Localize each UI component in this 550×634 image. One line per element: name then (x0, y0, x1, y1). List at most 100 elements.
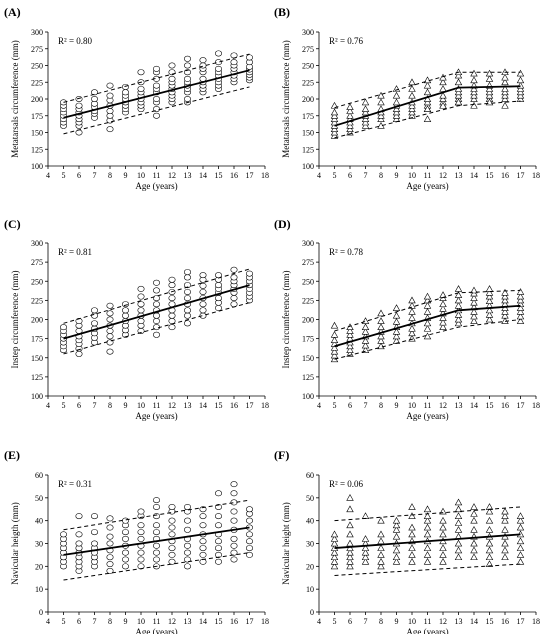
y-axis-title: Instep circumference (mm) (10, 271, 20, 369)
data-point (392, 521, 401, 529)
data-point (346, 521, 354, 529)
data-point (106, 108, 114, 115)
x-tick-label: 17 (517, 617, 525, 626)
x-tick-label: 12 (168, 617, 176, 626)
data-point (346, 121, 354, 129)
data-point (122, 312, 130, 319)
data-points (330, 285, 525, 363)
data-point (501, 78, 509, 86)
x-tick-label: 6 (77, 401, 81, 410)
data-point (392, 85, 401, 92)
data-point (392, 557, 401, 565)
data-point (215, 59, 223, 66)
x-tick-label: 9 (395, 401, 399, 410)
x-tick-label: 9 (395, 617, 399, 626)
data-point (392, 317, 401, 325)
data-point (408, 324, 416, 332)
x-tick-label: 4 (46, 401, 50, 410)
data-point (516, 292, 525, 300)
x-tick-label: 5 (62, 617, 66, 626)
data-point (153, 522, 161, 529)
data-point (75, 540, 83, 547)
data-point (423, 105, 432, 112)
data-point (361, 337, 370, 344)
data-point (423, 95, 432, 102)
data-point (485, 88, 494, 96)
x-tick-label: 10 (137, 171, 145, 180)
data-point (485, 285, 494, 292)
data-point (246, 517, 254, 524)
y-tick-label: 125 (31, 373, 43, 382)
x-tick-label: 4 (317, 617, 321, 626)
data-point (91, 89, 99, 96)
data-point (423, 557, 432, 565)
upper-bound-line (334, 506, 521, 522)
x-tick-label: 8 (379, 171, 383, 180)
data-point (153, 301, 161, 308)
data-point (485, 85, 494, 92)
y-tick-label: 50 (35, 494, 43, 503)
data-point (199, 307, 207, 314)
data-point (485, 315, 494, 323)
panel-label: (A) (4, 5, 21, 19)
x-tick-label: 10 (137, 401, 145, 410)
x-tick-label: 16 (501, 171, 509, 180)
data-point (516, 91, 525, 99)
x-tick-label: 18 (261, 171, 269, 180)
data-point (454, 311, 463, 318)
data-point (392, 108, 401, 116)
data-point (184, 526, 192, 533)
data-point (470, 525, 478, 533)
data-points (59, 481, 254, 574)
data-point (392, 516, 401, 524)
data-point (246, 54, 254, 61)
x-tick-label: 10 (408, 617, 416, 626)
x-tick-label: 9 (124, 171, 128, 180)
data-point (106, 515, 114, 522)
data-point (346, 548, 354, 556)
data-point (199, 506, 207, 513)
x-tick-label: 7 (93, 171, 97, 180)
y-tick-label: 150 (31, 354, 43, 363)
data-point (361, 121, 370, 129)
data-point (501, 525, 509, 533)
data-point (199, 301, 207, 308)
data-point (392, 91, 401, 99)
data-point (377, 551, 385, 558)
data-point (439, 530, 447, 538)
data-point (153, 318, 161, 325)
x-axis-title: Age (years) (135, 411, 177, 421)
data-point (501, 553, 509, 561)
data-point (501, 516, 509, 524)
data-point (516, 81, 525, 89)
data-point (501, 288, 509, 296)
data-point (423, 115, 432, 122)
x-tick-label: 5 (62, 401, 66, 410)
chart-panel-5: (E) 0 10 20 30 40 50 60 4 5 6 7 8 9 10 11 12 13 14 15 16 17 18… (4, 448, 269, 634)
data-point (106, 533, 114, 540)
x-tick-label: 15 (486, 171, 494, 180)
y-axis-title: Metatarsals circumference (mm) (10, 40, 20, 157)
data-point (392, 553, 401, 561)
x-tick-label: 15 (486, 401, 494, 410)
x-axis-title: Age (years) (135, 181, 177, 191)
data-point (501, 539, 509, 547)
data-point (485, 553, 494, 561)
data-point (361, 108, 370, 116)
x-tick-label: 9 (395, 171, 399, 180)
x-tick-label: 12 (439, 617, 447, 626)
data-point (153, 556, 161, 563)
x-tick-label: 8 (379, 617, 383, 626)
data-point (230, 549, 238, 556)
r2-annotation: R² = 0.31 (58, 479, 92, 489)
x-tick-label: 8 (379, 401, 383, 410)
data-point (454, 525, 463, 533)
data-point (454, 291, 463, 298)
y-tick-label: 200 (31, 95, 43, 104)
x-tick-label: 18 (261, 401, 269, 410)
data-point (137, 556, 145, 563)
data-point (215, 295, 223, 302)
y-tick-label: 300 (31, 239, 43, 248)
data-point (408, 105, 416, 112)
x-tick-label: 12 (168, 401, 176, 410)
